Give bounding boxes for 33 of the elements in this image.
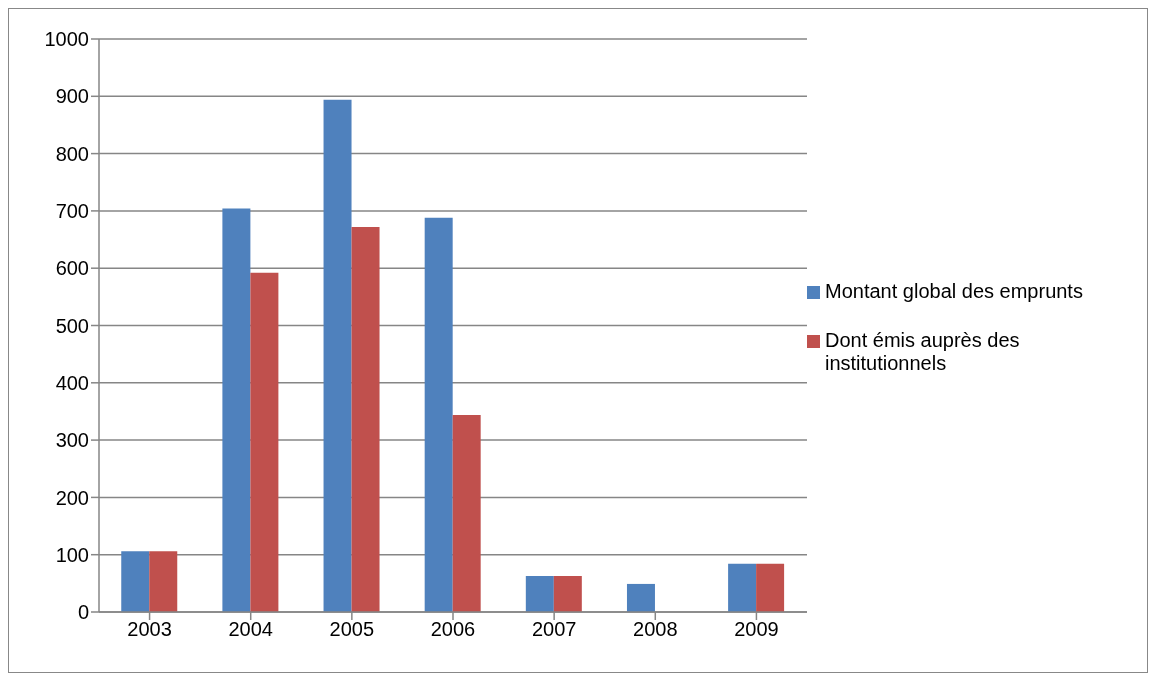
bar xyxy=(525,575,554,612)
y-tick-label: 100 xyxy=(55,543,89,566)
bar xyxy=(323,99,352,612)
bar xyxy=(756,563,785,612)
y-tick-label: 300 xyxy=(55,429,89,452)
bar xyxy=(351,226,380,612)
y-tick-label: 200 xyxy=(55,486,89,509)
y-tick-label: 500 xyxy=(55,314,89,337)
y-tick-label: 800 xyxy=(55,142,89,165)
bar xyxy=(250,272,279,612)
x-tick-label: 2003 xyxy=(127,618,172,641)
bar xyxy=(626,583,655,612)
bar xyxy=(222,208,251,612)
bar xyxy=(553,575,582,612)
legend-label: Montant global des emprunts xyxy=(825,280,1083,303)
x-tick-label: 2009 xyxy=(734,618,779,641)
y-tick-label: 600 xyxy=(55,257,89,280)
bar xyxy=(149,551,178,612)
x-tick-label: 2006 xyxy=(430,618,476,641)
y-tick-label: 400 xyxy=(55,371,89,394)
x-tick-label: 2007 xyxy=(531,618,577,641)
y-tick-label: 700 xyxy=(55,200,89,222)
y-tick-label: 900 xyxy=(55,85,89,108)
bar xyxy=(728,563,757,612)
bar xyxy=(452,414,481,612)
bar xyxy=(121,551,150,612)
y-tick-label: 1000 xyxy=(44,28,89,51)
legend-label: Dont émis auprès des institutionnels xyxy=(825,329,1021,375)
y-tick-label: 0 xyxy=(77,601,89,624)
x-tick-label: 2004 xyxy=(228,618,273,641)
x-tick-label: 2008 xyxy=(633,618,678,641)
x-tick-label: 2005 xyxy=(329,618,375,641)
bar xyxy=(424,217,453,612)
